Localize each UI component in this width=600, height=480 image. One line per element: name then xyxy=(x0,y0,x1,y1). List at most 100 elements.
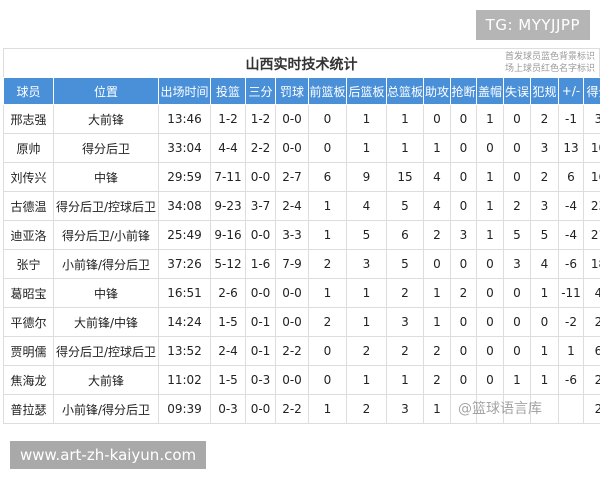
cell: 大前锋/中锋 xyxy=(53,307,159,337)
badge: TG: MYYJJPP xyxy=(475,10,590,40)
cell: 1 xyxy=(346,278,387,308)
cell: 1 xyxy=(530,336,559,366)
cell: 大前锋 xyxy=(53,365,159,395)
cell: 18 xyxy=(583,249,600,279)
note: 场上球员红色名字标识 xyxy=(504,64,595,74)
cell: -11 xyxy=(558,278,584,308)
cell: 5 xyxy=(346,220,387,250)
cell: 0-3 xyxy=(245,365,276,395)
cell: 中锋 xyxy=(53,278,159,308)
cell: 1 xyxy=(476,162,504,192)
cell: 1 xyxy=(530,278,559,308)
cell: 1 xyxy=(476,104,504,134)
table-title: 山西实时技术统计 xyxy=(245,57,358,73)
cell: 2 xyxy=(530,162,559,192)
cell: 5 xyxy=(530,220,559,250)
cell: 原帅 xyxy=(3,133,54,163)
cell: 0 xyxy=(503,278,531,308)
cell: 5 xyxy=(503,220,531,250)
column-header: 罚球 xyxy=(275,77,309,105)
cell: 平德尔 xyxy=(3,307,54,337)
cell: 0 xyxy=(476,278,504,308)
url-label: www.art-zh-kaiyun.com xyxy=(10,441,207,469)
cell: 1 xyxy=(386,133,424,163)
cell: 16:51 xyxy=(158,278,211,308)
cell: 0 xyxy=(450,365,477,395)
column-header: 投篮 xyxy=(210,77,246,105)
cell: 1-2 xyxy=(210,104,246,134)
cell: 5-12 xyxy=(210,249,246,279)
cell: 古德温 xyxy=(3,191,54,221)
cell: -1 xyxy=(558,104,584,134)
cell: 29:59 xyxy=(158,162,211,192)
cell: 3-7 xyxy=(245,191,276,221)
cell: 14:24 xyxy=(158,307,211,337)
cell: 0 xyxy=(450,133,477,163)
cell: 2 xyxy=(423,336,451,366)
cell: 1 xyxy=(308,278,347,308)
cell: 1 xyxy=(476,220,504,250)
cell: 2-6 xyxy=(210,278,246,308)
cell: 焦海龙 xyxy=(3,365,54,395)
column-header: 抢断 xyxy=(450,77,477,105)
cell: 3 xyxy=(450,220,477,250)
cell: 0 xyxy=(530,307,559,337)
cell: 2-4 xyxy=(275,191,309,221)
cell: 普拉瑟 xyxy=(3,394,54,424)
cell: 1 xyxy=(476,191,504,221)
cell: 得分后卫/小前锋 xyxy=(53,220,159,250)
cell: 0 xyxy=(476,365,504,395)
cell: 13 xyxy=(558,133,584,163)
cell: 2-7 xyxy=(275,162,309,192)
notes: 首发球员蓝色背景标识 场上球员红色名字标识 xyxy=(505,51,595,75)
cell: 小前锋/得分后卫 xyxy=(53,394,159,424)
table-title-bar: 山西实时技术统计 首发球员蓝色背景标识 场上球员红色名字标识 xyxy=(3,48,600,77)
column-header: 总篮板 xyxy=(386,77,424,105)
column-header: 位置 xyxy=(53,77,159,105)
cell: 16 xyxy=(583,162,600,192)
cell: 0-1 xyxy=(245,307,276,337)
table-row: 普拉瑟 小前锋/得分后卫 09:39 0-3 0-0 2-2 1 2 3 1 2 xyxy=(3,394,600,424)
column-header: 前篮板 xyxy=(308,77,347,105)
cell: 0-0 xyxy=(275,133,309,163)
cell xyxy=(450,394,477,424)
cell: 2 xyxy=(386,278,424,308)
cell: 得分后卫 xyxy=(53,133,159,163)
cell: 0 xyxy=(476,307,504,337)
cell: 9-23 xyxy=(210,191,246,221)
cell: -6 xyxy=(558,365,584,395)
cell: 6 xyxy=(386,220,424,250)
column-header: 得分 xyxy=(583,77,600,105)
cell: 3-3 xyxy=(275,220,309,250)
cell: 0-1 xyxy=(245,336,276,366)
cell: 2 xyxy=(583,394,600,424)
cell: 2 xyxy=(423,365,451,395)
cell: 4 xyxy=(423,191,451,221)
cell: 2 xyxy=(346,394,387,424)
column-header: 三分 xyxy=(245,77,276,105)
cell: 4 xyxy=(346,191,387,221)
cell: 葛昭宝 xyxy=(3,278,54,308)
cell: 0 xyxy=(503,133,531,163)
cell: 23 xyxy=(583,191,600,221)
cell: 2-2 xyxy=(245,133,276,163)
cell: 2 xyxy=(530,104,559,134)
cell: 25:49 xyxy=(158,220,211,250)
cell: 9-16 xyxy=(210,220,246,250)
cell: 4 xyxy=(423,162,451,192)
column-header: 后篮板 xyxy=(346,77,387,105)
cell: 0-0 xyxy=(245,278,276,308)
cell: 6 xyxy=(583,336,600,366)
cell: 0 xyxy=(503,307,531,337)
cell xyxy=(558,394,584,424)
cell: 0 xyxy=(423,104,451,134)
cell: 0 xyxy=(450,104,477,134)
column-header: 助攻 xyxy=(423,77,451,105)
cell: 1 xyxy=(386,365,424,395)
cell: -2 xyxy=(558,307,584,337)
